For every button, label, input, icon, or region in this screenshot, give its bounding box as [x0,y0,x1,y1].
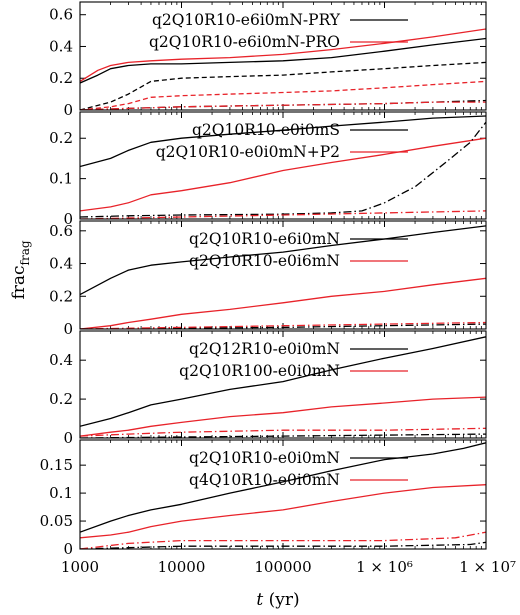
panel-frame [79,439,487,550]
y-tick-label: 0.1 [49,170,73,188]
legend-label: q2Q10R10-e0i6mN [189,252,340,270]
series-line-red-dashdot [80,531,486,549]
y-tick-label: 0.6 [49,222,73,240]
panel-4: 0 0.2 0.4 q2Q12R10-e0i0mN q2Q10R100-e0i0mN [49,330,487,447]
series-line-black-solid [80,115,486,168]
series-line-red-solid [80,277,486,329]
y-tick-label: 0.4 [49,255,73,273]
y-tick-label: 0 [63,429,73,447]
y-axis-title-subscript: frag [18,240,32,265]
y-tick-label: 0.2 [49,129,73,147]
series-line-red-dashed [80,80,486,110]
x-tick-label: 1 × 10⁶ [356,558,413,576]
series-line-red-dashdot [80,210,486,219]
y-tick-label: 0.4 [49,37,73,55]
series-line-black-solid [80,37,486,84]
x-tick-label: 100000 [254,558,311,576]
x-tick-labels: 1000 10000 100000 1 × 10⁶ 1 × 10⁷ [61,558,516,576]
series-line-red-solid [80,484,486,539]
y-tick-label: 0 [63,320,73,338]
panel-series [80,336,486,438]
x-axis-title-variable: t [256,590,263,610]
series-line-red-solid [80,396,486,437]
legend-label: q2Q10R10-e6i0mN [189,230,340,248]
y-tick-label: 0.6 [49,6,73,24]
panel-5: 0 0.05 0.1 0.15 q2Q10R10-e0i0mN q4Q10R10-e0i0… [40,439,487,558]
legend-label: q2Q10R100-e0i0mN [179,362,340,380]
legend-label: q2Q10R10-e0i0mN+P2 [156,143,340,161]
panel-frame [79,330,487,439]
x-axis-title: t (yr) [256,590,299,610]
series-line-black-solid [80,336,486,427]
legend-label: q2Q10R10-e0i0mS [192,121,340,139]
series-line-black-dashdot [80,121,486,218]
series-line-black-dashed [80,61,486,110]
y-tick-label: 0.2 [49,390,73,408]
x-tick-label: 1000 [61,558,99,576]
x-axis-title-unit: (yr) [263,590,299,610]
panel-3: 0 0.2 0.4 0.6 q2Q10R10-e6i0mN q2Q10R10-e0i6mN [49,220,487,338]
y-tick-label: 0.2 [49,69,73,87]
y-tick-label: 0.15 [40,456,73,474]
y-tick-label: 0.2 [49,287,73,305]
y-tick-label: 0 [63,101,73,119]
y-axis-title-main: frac [9,265,29,299]
panel-frame [79,111,487,220]
panel-2: 0 0.1 0.2 q2Q10R10-e0i0mS q2Q10R10-e0i0mN+P2 [49,111,487,228]
x-tick-label: 10000 [158,558,206,576]
panel-frame [79,220,487,330]
y-axis-title: fracfrag [9,240,32,299]
x-tick-label: 1 × 10⁷ [459,558,516,576]
series-line-red-dashdot [80,101,486,110]
series-line-red-dashdot [80,427,486,437]
series-line-black-dashdot [80,433,486,438]
legend-label: q2Q10R10-e0i0mN [189,449,340,467]
panel-frame [79,1,487,111]
series-line-red-dashdot [80,321,486,329]
y-tick-label: 0.05 [40,512,73,530]
y-tick-label: 0 [63,540,73,558]
panel-1: 0 0.2 0.4 0.6 q2Q10R10-e6i0mN-PRY q2Q10R10-e6… [49,1,487,119]
series-line-black-solid [80,225,486,296]
y-tick-label: 0 [63,210,73,228]
panel-series [80,442,486,549]
legend-label: q2Q10R10-e6i0mN-PRO [149,33,340,51]
legend-label: q4Q10R10-e0i0mN [189,471,340,489]
y-tick-label: 0.4 [49,351,73,369]
series-line-black-dashdot [80,541,486,549]
legend-label: q2Q12R10-e0i0mN [189,340,340,358]
series-line-black-solid [80,442,486,533]
y-tick-label: 0.1 [49,484,73,502]
legend-label: q2Q10R10-e6i0mN-PRY [152,11,341,29]
panels: 0 0.2 0.4 0.6 q2Q10R10-e6i0mN-PRY q2Q10R10-e6… [40,1,487,558]
